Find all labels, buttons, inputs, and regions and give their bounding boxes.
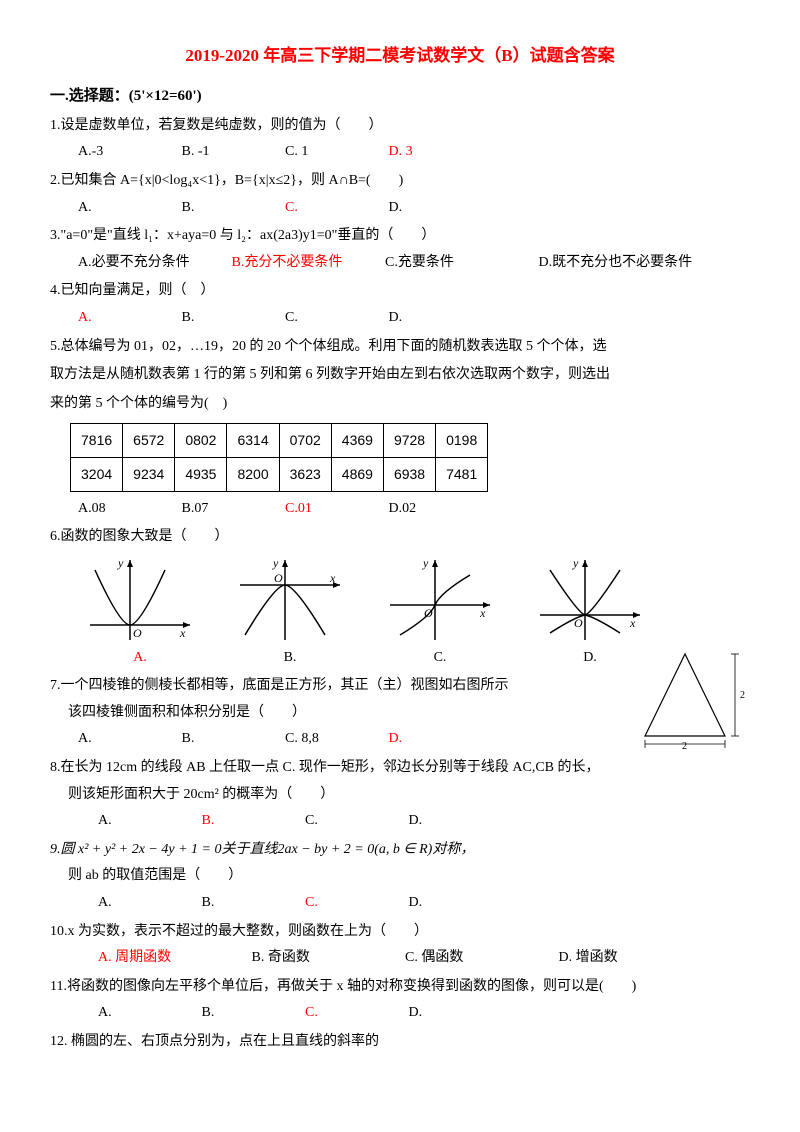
q9-c: C. bbox=[305, 890, 405, 917]
q9-options: A. B. C. D. bbox=[50, 890, 750, 917]
q6-b: B. bbox=[230, 645, 350, 672]
q8-b: B. bbox=[202, 808, 302, 835]
svg-text:2: 2 bbox=[740, 690, 745, 701]
svg-text:O: O bbox=[424, 606, 433, 620]
svg-text:O: O bbox=[574, 616, 583, 630]
q7-options: A. B. C. 8,8 D. bbox=[50, 726, 635, 753]
q1-a: A.-3 bbox=[78, 139, 178, 166]
q12-stem: 12. 椭圆的左、右顶点分别为，点在上且直线的斜率的 bbox=[50, 1029, 750, 1056]
q4-b: B. bbox=[182, 305, 282, 332]
q1-c: C. 1 bbox=[285, 139, 385, 166]
q1-d: D. 3 bbox=[389, 139, 489, 166]
svg-text:x: x bbox=[179, 626, 186, 640]
q9-a: A. bbox=[98, 890, 198, 917]
q2-c: C. bbox=[285, 195, 385, 222]
q10-a: A. 周期函数 bbox=[98, 945, 248, 972]
q6-a: A. bbox=[80, 645, 200, 672]
q8-options: A. B. C. D. bbox=[50, 808, 750, 835]
q2-a: A. bbox=[78, 195, 178, 222]
svg-text:y: y bbox=[117, 556, 124, 570]
q1-stem: 1.设是虚数单位，若复数是纯虚数，则的值为（ ） bbox=[50, 113, 750, 140]
q11-c: C. bbox=[305, 1000, 405, 1027]
q7-c: C. 8,8 bbox=[285, 726, 385, 753]
q2-stem: 2.已知集合 A={x|0<log₄x<1}，B={x|x≤2}，则 A∩B=(… bbox=[50, 168, 750, 195]
section-header: 一.选择题：(5'×12=60') bbox=[50, 82, 750, 111]
q11-stem: 11.将函数的图像向左平移个单位后，再做关于 x 轴的对称变换得到函数的图像，则… bbox=[50, 974, 750, 1001]
q5-b: B.07 bbox=[182, 496, 282, 523]
q7-b: B. bbox=[182, 726, 282, 753]
q8-c: C. bbox=[305, 808, 405, 835]
q2-options: A. B. C. D. bbox=[50, 195, 750, 222]
q10-c: C. 偶函数 bbox=[405, 945, 555, 972]
q9-b: B. bbox=[202, 890, 302, 917]
q5-a: A.08 bbox=[78, 496, 178, 523]
q5-c: C.01 bbox=[285, 496, 385, 523]
svg-text:2: 2 bbox=[682, 741, 687, 751]
svg-text:x: x bbox=[629, 616, 636, 630]
q2-b: B. bbox=[182, 195, 282, 222]
q8-d: D. bbox=[409, 808, 509, 835]
q7-stem2: 该四棱锥侧面积和体积分别是（ ） bbox=[50, 700, 635, 727]
q4-stem: 4.已知向量满足，则（ ） bbox=[50, 278, 750, 305]
svg-text:y: y bbox=[572, 556, 579, 570]
q1-b: B. -1 bbox=[182, 139, 282, 166]
q8-a: A. bbox=[98, 808, 198, 835]
q1-options: A.-3 B. -1 C. 1 D. 3 bbox=[50, 139, 750, 166]
q5-stem1: 5.总体编号为 01，02，…19，20 的 20 个个体组成。利用下面的随机数… bbox=[50, 334, 750, 361]
q4-options: A. B. C. D. bbox=[50, 305, 750, 332]
q10-options: A. 周期函数 B. 奇函数 C. 偶函数 D. 增函数 bbox=[50, 945, 750, 972]
q3-b: B.充分不必要条件 bbox=[232, 250, 382, 277]
q3-c: C.充要条件 bbox=[385, 250, 535, 277]
q4-d: D. bbox=[389, 305, 489, 332]
q3-a: A.必要不充分条件 bbox=[78, 250, 228, 277]
svg-text:x: x bbox=[479, 606, 486, 620]
graph-d: O x y bbox=[530, 555, 650, 645]
q6-graphs: O x y O x y O x y O x y bbox=[80, 555, 750, 645]
svg-text:y: y bbox=[422, 556, 429, 570]
svg-text:x: x bbox=[329, 571, 336, 585]
graph-a: O x y bbox=[80, 555, 200, 645]
random-number-table: 7816657208026314 0702436997280198 320492… bbox=[70, 423, 488, 491]
q9-stem2: 则 ab 的取值范围是（ ） bbox=[50, 863, 750, 890]
q8-stem2: 则该矩形面积大于 20cm² 的概率为（ ） bbox=[50, 782, 750, 809]
q11-b: B. bbox=[202, 1000, 302, 1027]
q6-options: A. B. C. D. bbox=[80, 645, 750, 672]
q6-c: C. bbox=[380, 645, 500, 672]
q10-d: D. 增函数 bbox=[559, 945, 709, 972]
q5-d: D.02 bbox=[389, 496, 489, 523]
svg-text:y: y bbox=[272, 556, 279, 570]
q3-options: A.必要不充分条件 B.充分不必要条件 C.充要条件 D.既不充分也不必要条件 bbox=[50, 250, 750, 277]
q4-a: A. bbox=[78, 305, 178, 332]
q10-b: B. 奇函数 bbox=[252, 945, 402, 972]
q5-stem3: 来的第 5 个个体的编号为( ) bbox=[50, 391, 750, 418]
svg-text:O: O bbox=[133, 626, 142, 640]
q10-stem: 10.x 为实数，表示不超过的最大整数，则函数在上为（ ） bbox=[50, 919, 750, 946]
q6-stem: 6.函数的图象大致是（ ） bbox=[50, 524, 750, 551]
graph-b: O x y bbox=[230, 555, 350, 645]
q5-options: A.08 B.07 C.01 D.02 bbox=[50, 496, 750, 523]
q9-stem1: 9.圆 x² + y² + 2x − 4y + 1 = 0关于直线2ax − b… bbox=[50, 837, 750, 864]
q4-c: C. bbox=[285, 305, 385, 332]
q8-stem1: 8.在长为 12cm 的线段 AB 上任取一点 C. 现作一矩形，邻边长分别等于… bbox=[50, 755, 750, 782]
q3-stem: 3."a=0"是"直线 l₁：x+aya=0 与 l₂：ax(2a3)y1=0"… bbox=[50, 223, 750, 250]
q11-options: A. B. C. D. bbox=[50, 1000, 750, 1027]
q6-d: D. bbox=[530, 645, 650, 672]
q7-a: A. bbox=[78, 726, 178, 753]
q11-a: A. bbox=[98, 1000, 198, 1027]
graph-c: O x y bbox=[380, 555, 500, 645]
svg-text:O: O bbox=[274, 571, 283, 585]
q7-stem1: 7.一个四棱锥的侧棱长都相等，底面是正方形，其正（主）视图如右图所示 bbox=[50, 673, 635, 700]
q3-d: D.既不充分也不必要条件 bbox=[539, 250, 693, 277]
q11-d: D. bbox=[409, 1000, 509, 1027]
q7-d: D. bbox=[389, 726, 489, 753]
q5-stem2: 取方法是从随机数表第 1 行的第 5 列和第 6 列数字开始由左到右依次选取两个… bbox=[50, 362, 750, 389]
q2-d: D. bbox=[389, 195, 489, 222]
q9-d: D. bbox=[409, 890, 509, 917]
page-title: 2019-2020 年高三下学期二模考试数学文（B）试题含答案 bbox=[50, 40, 750, 72]
